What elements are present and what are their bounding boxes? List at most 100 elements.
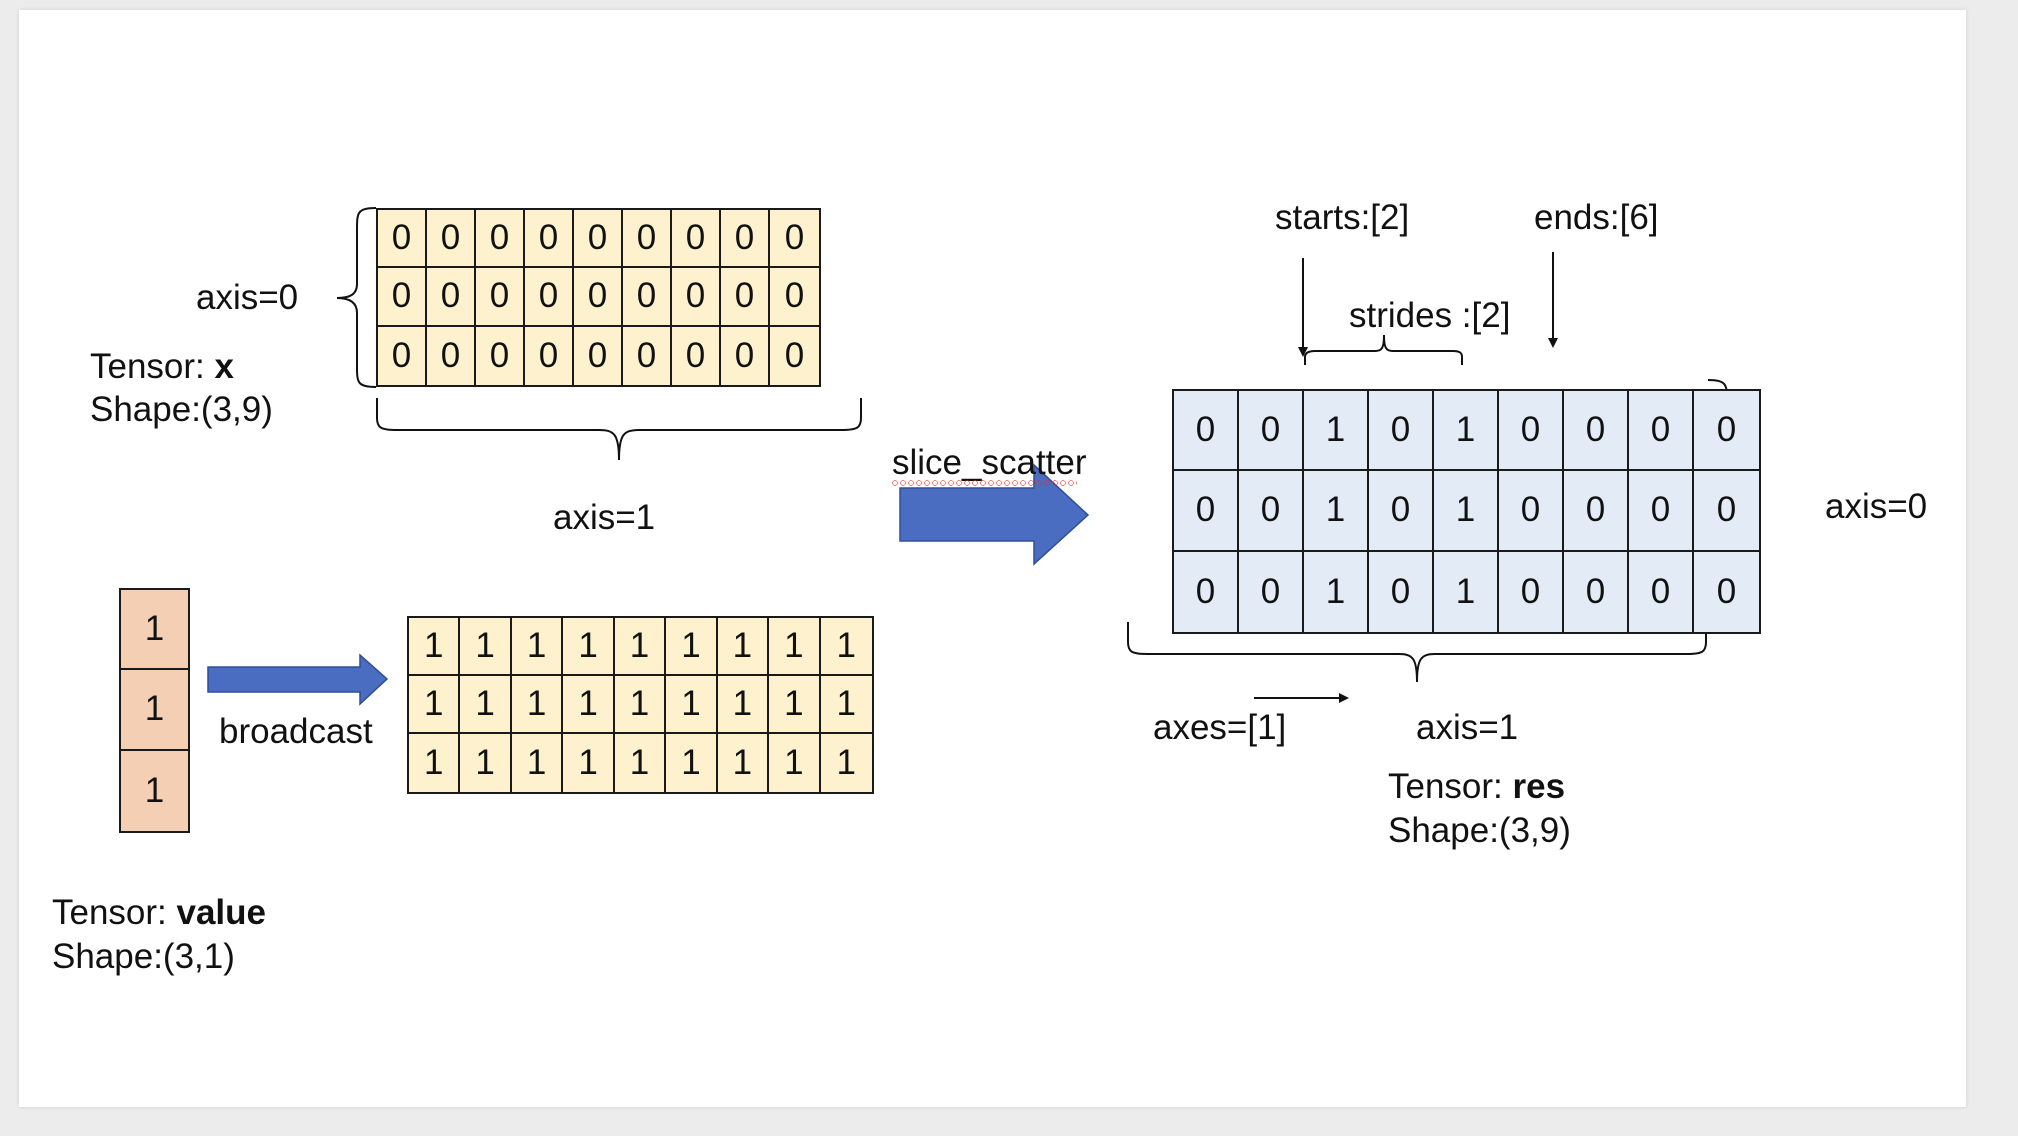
- tensor-cell: 1: [460, 734, 512, 792]
- tensor-cell: 0: [1694, 551, 1759, 632]
- tensor-cell: 1: [121, 670, 188, 751]
- res-axis1-label: axis=1: [1416, 708, 1519, 747]
- tensor-cell: 0: [672, 210, 721, 269]
- ends-label: ends:[6]: [1534, 198, 1659, 237]
- tensor-cell: 1: [717, 734, 770, 792]
- tensor-cell: 0: [770, 210, 819, 269]
- strides-label: strides :[2]: [1349, 296, 1511, 335]
- tensor-cell: 0: [1629, 551, 1694, 632]
- tensor-cell: 0: [1174, 391, 1239, 472]
- x-tensor-name: x: [214, 347, 234, 386]
- tensor-cell: 0: [1629, 391, 1694, 472]
- tensor-cell: 1: [121, 590, 188, 671]
- tensor-cell: 0: [1564, 391, 1629, 472]
- x-axis0-label: axis=0: [196, 278, 299, 317]
- x-shape-label: Shape:(3,9): [90, 390, 273, 429]
- strides-brace: [1304, 334, 1463, 365]
- x-tensor-label: Tensor: x: [90, 345, 234, 389]
- tensor-cell: 1: [820, 734, 872, 792]
- tensor-cell: 1: [511, 734, 564, 792]
- tensor-cell: 1: [563, 734, 615, 792]
- tensor-cell: 0: [721, 268, 770, 327]
- tensor-cell: 0: [1369, 471, 1434, 552]
- starts-label: starts:[2]: [1275, 198, 1410, 237]
- tensor-cell: 0: [378, 210, 427, 269]
- tensor-cell: 0: [1694, 471, 1759, 552]
- tensor-cell: 0: [574, 268, 623, 327]
- tensor-cell: 1: [769, 618, 821, 676]
- tensor-cell: 1: [614, 734, 667, 792]
- tensor-cell: 0: [476, 268, 525, 327]
- tensor-cell: 0: [427, 210, 476, 269]
- tensor-cell: 1: [1434, 551, 1499, 632]
- value-tensor-label: Tensor: value: [52, 891, 266, 935]
- tensor-cell: 0: [574, 210, 623, 269]
- tensor-cell: 1: [460, 618, 512, 676]
- tensor-cell: 1: [1304, 471, 1369, 552]
- res-axis1-brace: [1127, 622, 1707, 683]
- tensor-cell: 1: [409, 734, 461, 792]
- tensor-cell: 0: [1369, 551, 1434, 632]
- x-axis1-brace: [376, 398, 862, 461]
- tensor-cell: 0: [427, 326, 476, 385]
- tensor-cell: 0: [1239, 551, 1304, 632]
- tensor-cell: 1: [1304, 551, 1369, 632]
- res-tensor-name: res: [1512, 767, 1566, 806]
- tensor-cell: 1: [820, 676, 872, 734]
- tensor-cell: 1: [1304, 391, 1369, 472]
- tensor-cell: 1: [563, 676, 615, 734]
- res-axis0-label: axis=0: [1825, 487, 1928, 526]
- tensor-cell: 0: [672, 268, 721, 327]
- tensor-cell: 0: [1499, 391, 1564, 472]
- tensor-cell: 0: [623, 210, 672, 269]
- tensor-cell: 1: [717, 676, 770, 734]
- tensor-cell: 0: [1499, 471, 1564, 552]
- tensor-cell: 1: [409, 676, 461, 734]
- res-tensor-prefix: Tensor:: [1388, 767, 1513, 806]
- tensor-cell: 1: [666, 618, 718, 676]
- tensor-cell: 0: [623, 326, 672, 385]
- tensor-cell: 1: [460, 676, 512, 734]
- tensor-cell: 1: [666, 676, 718, 734]
- tensor-cell: 0: [770, 326, 819, 385]
- res-shape-label: Shape:(3,9): [1388, 811, 1571, 850]
- tensor-cell: 0: [1694, 391, 1759, 472]
- tensor-cell: 0: [525, 210, 574, 269]
- value-tensor-prefix: Tensor:: [52, 893, 177, 932]
- tensor-cell: 0: [1239, 471, 1304, 552]
- tensor-cell: 0: [378, 326, 427, 385]
- x-axis1-label: axis=1: [553, 498, 656, 537]
- tensor-cell: 0: [525, 326, 574, 385]
- slice-scatter-label: slice_scatter: [892, 443, 1087, 482]
- x-tensor-prefix: Tensor:: [90, 347, 215, 386]
- broadcast-arrow: [207, 653, 389, 706]
- tensor-cell: 0: [427, 268, 476, 327]
- tensor-cell: 1: [614, 618, 667, 676]
- res-tensor-label: Tensor: res: [1388, 765, 1565, 809]
- tensor-cell: 1: [769, 734, 821, 792]
- tensor-cell: 1: [717, 618, 770, 676]
- axes-label: axes=[1]: [1153, 708, 1287, 747]
- tensor-cell: 1: [820, 618, 872, 676]
- tensor-cell: 0: [1369, 391, 1434, 472]
- tensor-cell: 1: [121, 750, 188, 831]
- tensor-cell: 0: [1629, 471, 1694, 552]
- tensor-cell: 1: [1434, 391, 1499, 472]
- tensor-cell: 0: [672, 326, 721, 385]
- tensor-cell: 1: [511, 618, 564, 676]
- tensor-cell: 0: [770, 268, 819, 327]
- tensor-cell: 0: [1174, 471, 1239, 552]
- tensor-cell: 0: [1564, 551, 1629, 632]
- tensor-cell: 0: [721, 326, 770, 385]
- tensor-cell: 0: [525, 268, 574, 327]
- tensor-cell: 0: [378, 268, 427, 327]
- value-shape-label: Shape:(3,1): [52, 937, 235, 976]
- broadcast-label: broadcast: [219, 712, 373, 751]
- tensor-cell: 0: [1564, 471, 1629, 552]
- tensor-cell: 1: [1434, 471, 1499, 552]
